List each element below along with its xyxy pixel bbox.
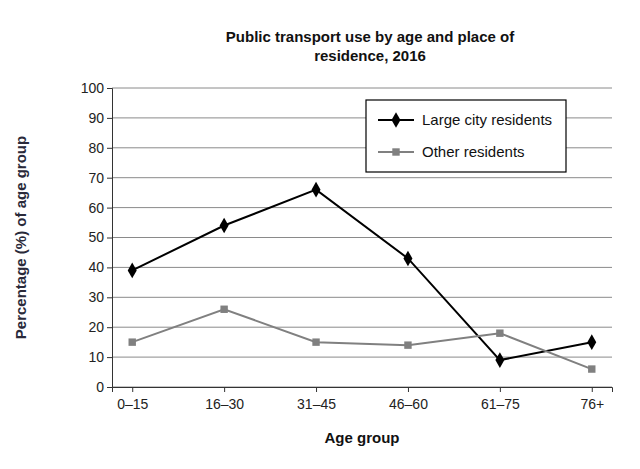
x-tick-mark [224, 387, 225, 392]
y-axis-title: Percentage (%) of age group [12, 136, 29, 339]
y-tick-mark [107, 327, 112, 328]
series-marker [496, 329, 503, 336]
series-marker [220, 306, 227, 313]
x-tick-label: 76+ [580, 396, 604, 412]
y-tick-label: 80 [88, 140, 104, 156]
x-tick-label: 16–30 [205, 396, 244, 412]
y-tick: 90 [88, 110, 112, 126]
y-axis: 0 10 20 30 40 50 60 70 80 90 100 [81, 80, 113, 395]
y-tick-mark [107, 178, 112, 179]
x-tick: 0–15 [117, 387, 148, 412]
grid-line [112, 297, 612, 298]
y-axis-line [107, 89, 113, 388]
legend-marker [392, 112, 401, 128]
x-tick-mark [408, 387, 409, 392]
grid-line [112, 88, 612, 89]
y-tick-label: 10 [88, 349, 104, 365]
x-tick-label: 0–15 [117, 396, 148, 412]
y-tick: 30 [88, 289, 112, 305]
x-axis-line [113, 388, 613, 393]
x-tick: 16–30 [205, 387, 244, 412]
series-marker [129, 338, 136, 345]
title: Public transport use by age and place of… [226, 28, 515, 64]
legend-label: Large city residents [422, 111, 552, 128]
series-marker [312, 338, 319, 345]
grid-line [112, 327, 612, 328]
legend-marker [392, 148, 399, 155]
y-tick: 0 [96, 379, 112, 395]
y-tick-label: 40 [88, 259, 104, 275]
grid-line [112, 267, 612, 268]
series-marker [588, 365, 595, 372]
series-marker [220, 218, 229, 234]
x-axis: 0–15 16–30 31–45 46–60 61–75 76+ [113, 387, 613, 412]
y-tick: 70 [88, 170, 112, 186]
y-tick: 100 [81, 80, 112, 96]
x-tick-mark [592, 387, 593, 392]
y-tick-label: 0 [96, 379, 104, 395]
y-tick-mark [107, 208, 112, 209]
x-tick: 31–45 [297, 387, 336, 412]
series-line [132, 190, 592, 360]
series-marker [312, 182, 321, 198]
y-tick: 50 [88, 229, 112, 245]
y-tick: 40 [88, 259, 112, 275]
x-tick: 61–75 [481, 387, 520, 412]
y-tick-mark [107, 267, 112, 268]
x-tick-mark [132, 387, 133, 392]
y-tick-label: 90 [88, 110, 104, 126]
y-tick: 60 [88, 200, 112, 216]
legend-box [366, 100, 566, 172]
x-tick: 46–60 [389, 387, 428, 412]
y-tick: 20 [88, 319, 112, 335]
y-tick-label: 20 [88, 319, 104, 335]
y-tick-mark [107, 118, 112, 119]
grid-line [112, 357, 612, 358]
y-tick: 10 [88, 349, 112, 365]
legend-label: Other residents [422, 143, 525, 160]
series-line [132, 309, 592, 369]
y-tick-mark [107, 238, 112, 239]
y-tick-mark [107, 148, 112, 149]
grid [112, 88, 612, 387]
series-marker [495, 352, 504, 368]
x-tick-mark [500, 387, 501, 392]
y-tick: 80 [88, 140, 112, 156]
chart: 0 10 20 30 40 50 60 70 80 90 100 0–15 16–30 31–45 46–6… [0, 0, 640, 469]
y-tick-mark [107, 357, 112, 358]
y-tick-label: 50 [88, 229, 104, 245]
x-tick-label: 46–60 [389, 396, 428, 412]
y-tick-mark [107, 297, 112, 298]
plot-area [128, 182, 597, 373]
series-marker [404, 341, 411, 348]
grid-line [112, 237, 612, 238]
series-marker [587, 334, 596, 350]
y-tick-label: 70 [88, 170, 104, 186]
y-tick-label: 100 [81, 80, 105, 96]
legend: Large city residents Other residents [366, 100, 566, 172]
x-tick: 76+ [580, 387, 604, 412]
y-tick-mark [107, 88, 112, 89]
x-tick-label: 31–45 [297, 396, 336, 412]
grid-line [112, 207, 612, 208]
y-tick-label: 60 [88, 200, 104, 216]
grid-line [112, 177, 612, 178]
series-marker [403, 251, 412, 267]
series-marker [128, 263, 137, 279]
x-tick-label: 61–75 [481, 396, 520, 412]
x-axis-title: Age group [325, 429, 400, 446]
y-tick-mark [107, 387, 112, 388]
y-tick-label: 30 [88, 289, 104, 305]
x-tick-mark [316, 387, 317, 392]
